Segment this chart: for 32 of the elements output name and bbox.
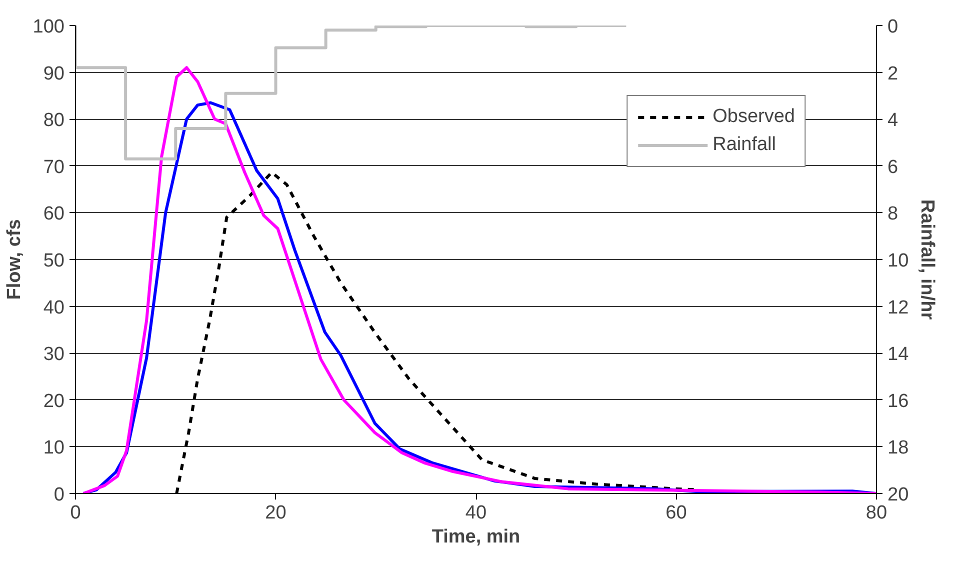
y-tick-label: 50 — [43, 250, 65, 272]
y2-tick-label: 18 — [888, 438, 909, 459]
x-axis-title: Time, min — [432, 526, 520, 548]
y2-tick-label: 4 — [888, 110, 898, 132]
y2-tick-label: 8 — [888, 204, 898, 225]
x-tick-label: 80 — [866, 502, 888, 524]
legend-label: Rainfall — [712, 134, 776, 156]
y2-tick-label: 16 — [888, 390, 909, 412]
y-tick-label: 90 — [43, 63, 65, 84]
y2-tick-label: 0 — [888, 16, 898, 38]
y2-tick-label: 12 — [888, 297, 909, 318]
y-tick-label: 60 — [43, 204, 65, 225]
y-tick-label: 20 — [43, 390, 65, 412]
y2-tick-label: 10 — [888, 250, 909, 272]
x-tick-label: 20 — [265, 502, 286, 524]
y2-axis-title: Rainfall, in/hr — [916, 199, 938, 320]
y-tick-label: 70 — [43, 156, 65, 178]
y-tick-label: 100 — [32, 16, 64, 38]
y2-tick-label: 20 — [888, 484, 909, 506]
y-tick-label: 30 — [43, 344, 65, 366]
x-tick-label: 60 — [666, 502, 687, 524]
legend-label: Observed — [712, 106, 795, 128]
x-tick-label: 0 — [70, 502, 81, 524]
y-tick-label: 80 — [43, 110, 65, 132]
y-tick-label: 0 — [54, 484, 65, 506]
y-axis-title: Flow, cfs — [4, 219, 25, 300]
y-tick-label: 10 — [43, 438, 65, 459]
y2-tick-label: 14 — [888, 344, 910, 366]
y-tick-label: 40 — [43, 297, 65, 318]
y2-tick-label: 6 — [888, 156, 898, 178]
y2-tick-label: 2 — [888, 63, 898, 84]
x-tick-label: 40 — [465, 502, 487, 524]
